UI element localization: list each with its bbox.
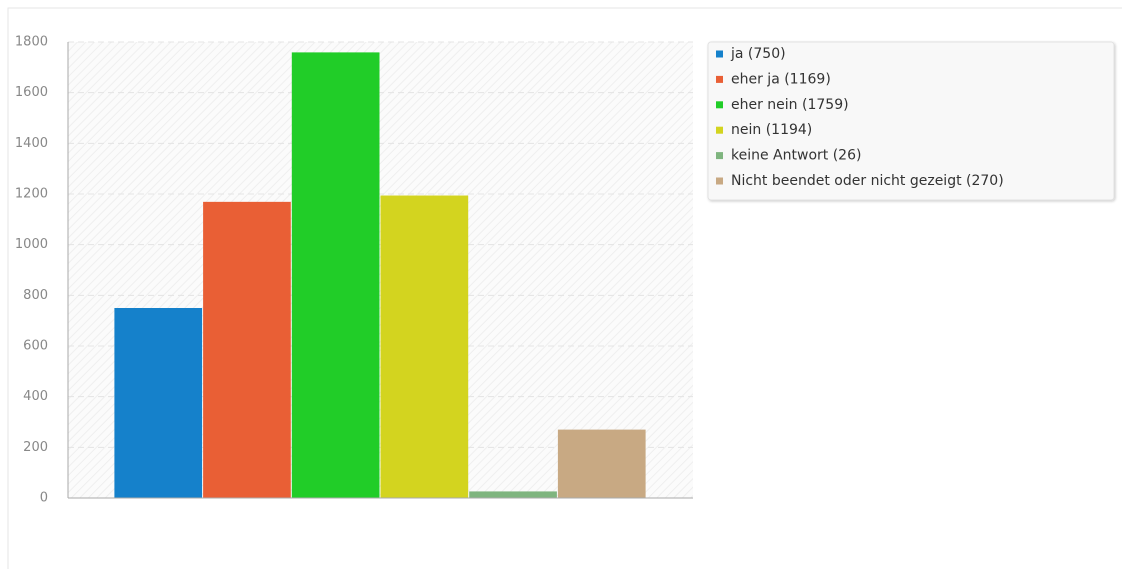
legend-swatch	[716, 177, 723, 185]
legend-swatch	[716, 75, 723, 83]
y-tick-label: 200	[23, 440, 48, 455]
legend-label: eher nein (1759)	[731, 97, 849, 113]
legend	[707, 41, 1115, 201]
legend-label: keine Antwort (26)	[731, 148, 861, 164]
legend-swatch	[716, 126, 723, 134]
bar	[380, 195, 469, 498]
bar	[114, 308, 203, 498]
legend-label: ja (750)	[730, 46, 786, 62]
legend-swatch	[716, 152, 723, 160]
y-tick-label: 1800	[15, 35, 48, 50]
y-tick-label: 1200	[15, 187, 48, 202]
legend-label: eher ja (1169)	[731, 71, 831, 87]
y-tick-label: 1400	[15, 136, 48, 151]
legend-swatch	[716, 101, 723, 109]
bar	[291, 52, 380, 499]
y-tick-label: 1000	[15, 237, 48, 252]
legend-label: Nicht beendet oder nicht gezeigt (270)	[731, 173, 1004, 189]
y-tick-label: 600	[23, 339, 48, 354]
y-tick-label: 0	[40, 491, 48, 506]
y-tick-label: 400	[23, 389, 48, 404]
legend-swatch	[716, 50, 723, 58]
y-tick-label: 1600	[15, 85, 48, 100]
bar	[203, 201, 291, 498]
y-tick-label: 800	[23, 288, 48, 303]
bar	[557, 429, 646, 498]
legend-label: nein (1194)	[731, 122, 812, 138]
bar	[469, 491, 557, 498]
frame	[7, 7, 1122, 569]
